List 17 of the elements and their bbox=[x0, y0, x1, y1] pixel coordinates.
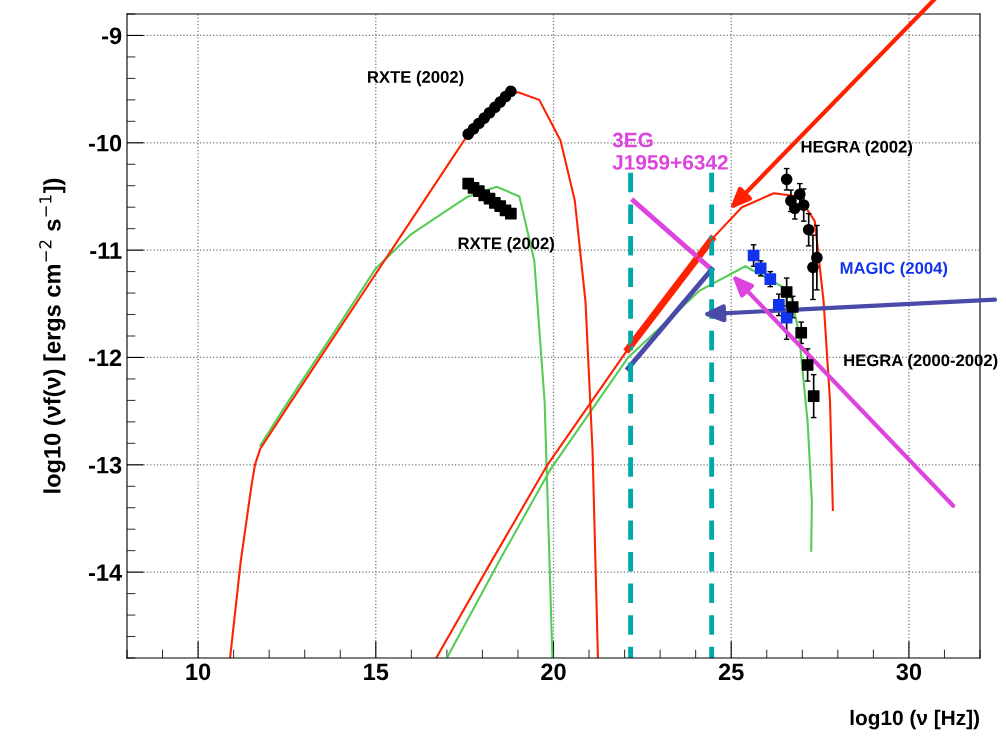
y-tick-label: -10 bbox=[88, 134, 122, 152]
y-tick-label: -12 bbox=[88, 349, 122, 367]
series-label: RXTE (2002) bbox=[368, 70, 464, 87]
x-tick-label: 25 bbox=[718, 663, 744, 681]
y-axis-title: log10 (νf(ν) [ergs cm$^{−2}$ s$^{−1}$]) bbox=[39, 178, 66, 493]
x-tick-label: 10 bbox=[186, 663, 211, 681]
text: MAGIC (2004) bbox=[840, 261, 948, 278]
y-tick-label: -13 bbox=[88, 456, 122, 474]
series-label: HEGRA (2002) bbox=[801, 140, 913, 156]
x-tick-label: 20 bbox=[541, 663, 566, 681]
series-label: 3EG J1959+6342 bbox=[612, 132, 728, 170]
y-tick-label: -9 bbox=[102, 27, 122, 45]
y-tick-label: -14 bbox=[88, 564, 123, 581]
x-tick-label: 15 bbox=[364, 663, 389, 681]
x-axis-title: log10 (ν [Hz]) bbox=[850, 709, 979, 730]
y-tick-label: -11 bbox=[90, 242, 122, 259]
x-tick-label: 30 bbox=[896, 663, 922, 681]
